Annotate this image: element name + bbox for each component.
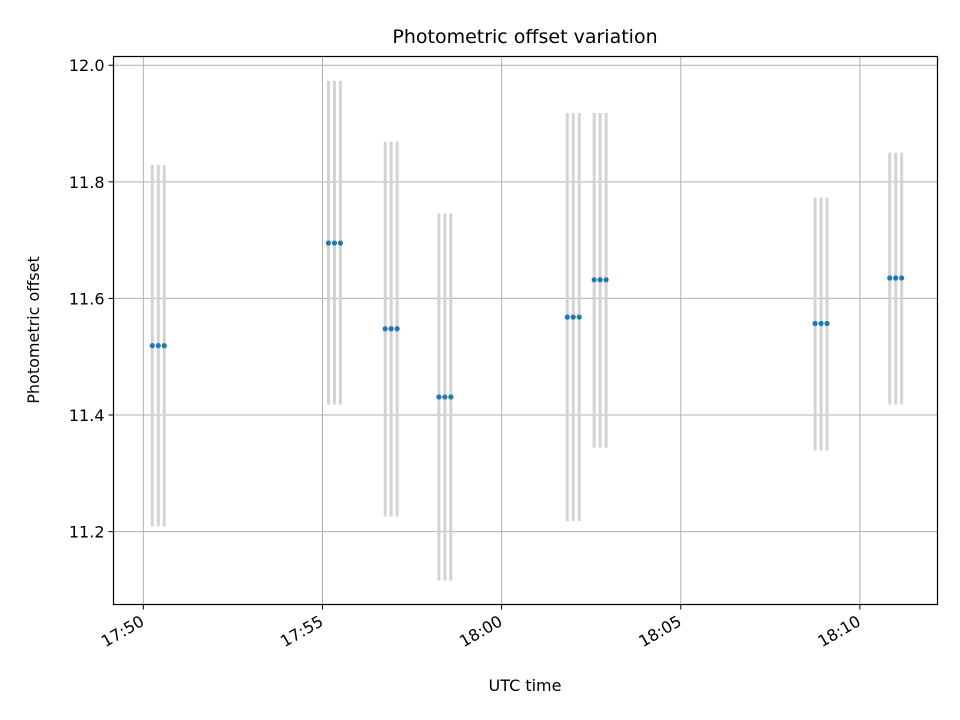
y-axis-ticks: 11.2 11.4 11.6 11.8 12.0	[69, 56, 114, 542]
data-point	[576, 314, 582, 320]
data-point	[818, 320, 824, 327]
data-point	[331, 240, 338, 246]
x-axis-label: UTC time	[489, 676, 562, 695]
data-point	[448, 394, 454, 400]
data-point	[564, 314, 570, 320]
data-points	[149, 240, 905, 400]
data-point	[591, 277, 597, 283]
data-point	[570, 314, 576, 320]
chart-title: Photometric offset variation	[392, 26, 657, 48]
data-point	[149, 343, 155, 349]
data-point	[824, 320, 830, 327]
data-point	[442, 394, 448, 400]
y-tick-label: 11.4	[69, 406, 105, 425]
y-axis-label: Photometric offset	[24, 256, 43, 404]
data-point	[893, 275, 899, 281]
y-tick-label: 11.6	[69, 289, 105, 308]
data-point	[436, 394, 442, 400]
data-point	[899, 275, 905, 281]
data-point	[388, 326, 394, 332]
data-point	[161, 343, 167, 349]
y-tick-label: 11.2	[69, 523, 105, 542]
grid	[113, 56, 938, 605]
data-point	[812, 320, 818, 327]
data-point	[597, 277, 603, 283]
data-point	[337, 240, 343, 246]
data-point	[325, 240, 332, 246]
data-point	[887, 275, 893, 281]
data-point	[394, 326, 400, 332]
data-point	[603, 277, 609, 283]
data-point	[155, 343, 161, 349]
data-point	[382, 326, 388, 332]
y-tick-label: 12.0	[69, 56, 105, 75]
y-tick-label: 11.8	[69, 173, 105, 192]
plot-frame	[112, 55, 939, 606]
